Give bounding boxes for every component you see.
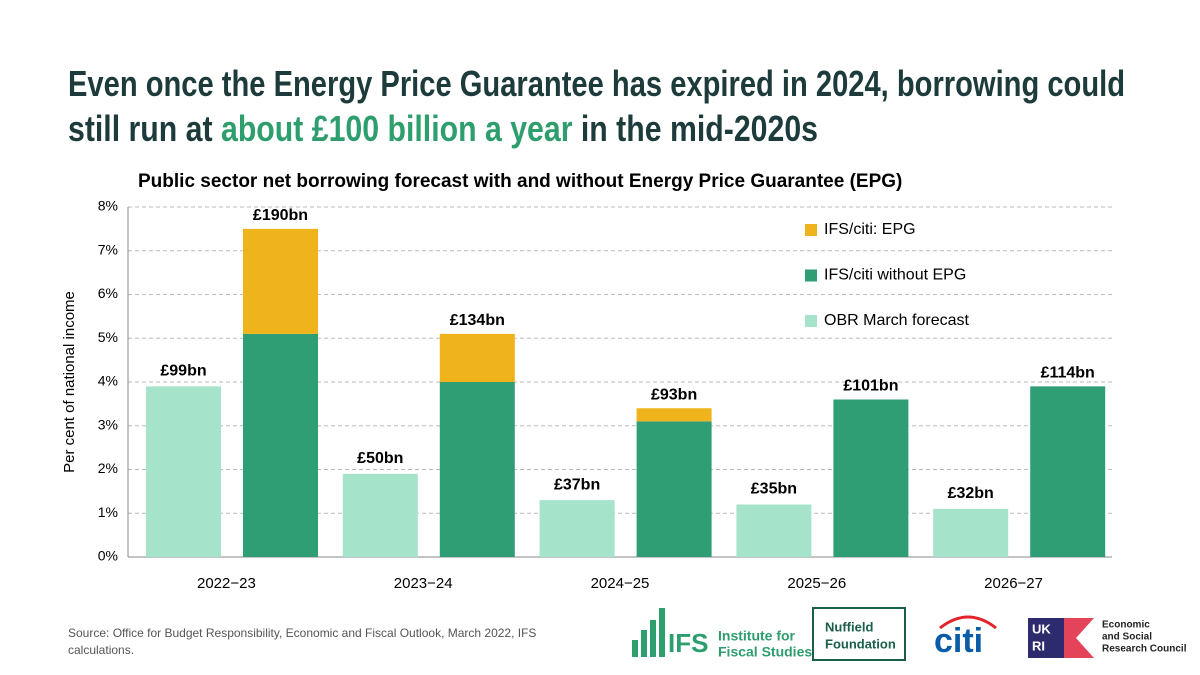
bar: [636, 408, 712, 422]
y-tick-label: 6%: [98, 285, 118, 301]
y-tick-label: 0%: [98, 548, 118, 564]
data-label: £99bn: [160, 363, 206, 380]
logo-text: Research Council: [1102, 644, 1187, 655]
title-line: still run at about £100 billion a year i…: [68, 108, 818, 149]
ukri-logo: UK RI Economic and Social Research Counc…: [1028, 618, 1187, 658]
title-text: Even once the Energy Price Guarantee has…: [68, 63, 1125, 104]
logo-shape: [650, 620, 656, 657]
y-tick-label: 1%: [98, 504, 118, 520]
data-label: £101bn: [843, 378, 898, 395]
legend-swatch: [805, 224, 817, 236]
logo-shape: [812, 607, 906, 661]
title-text: still run at: [68, 108, 221, 149]
chart-title: Public sector net borrowing forecast wit…: [138, 171, 902, 192]
x-tick-label: 2022−23: [197, 575, 256, 592]
y-tick-label: 5%: [98, 329, 118, 345]
logo-shape: [632, 640, 638, 657]
x-tick-label: 2026−27: [984, 575, 1043, 592]
data-label: £93bn: [651, 386, 697, 403]
title-line: Even once the Energy Price Guarantee has…: [68, 63, 1125, 104]
y-tick-label: 4%: [98, 373, 118, 389]
x-tick-label: 2023−24: [394, 575, 453, 592]
bar: [539, 500, 615, 557]
bar: [933, 508, 1009, 557]
data-label: £50bn: [357, 450, 403, 467]
logo-text: and Social: [1102, 632, 1152, 643]
legend-label: OBR March forecast: [824, 312, 969, 329]
y-tick-label: 8%: [98, 198, 118, 214]
y-axis-label: Per cent of national income: [61, 291, 78, 473]
ifs-logo: IFS Institute for Fiscal Studies: [632, 608, 812, 660]
y-tick-label: 3%: [98, 416, 118, 432]
logo-shape: [1028, 618, 1064, 658]
logo-text: Institute for: [718, 628, 796, 644]
logo-text: Fiscal Studies: [718, 644, 812, 660]
logo-text: RI: [1032, 638, 1045, 653]
logo-text: Nuffield: [825, 619, 873, 634]
data-label: £114bn: [1041, 365, 1095, 382]
data-label: £37bn: [554, 476, 600, 493]
bar: [439, 333, 515, 382]
logo-text: citi: [934, 622, 983, 660]
logo-text: IFS: [668, 628, 708, 658]
title-text: in the mid-2020s: [572, 108, 818, 149]
data-label: £35bn: [751, 481, 797, 498]
logo-text: UK: [1032, 621, 1051, 636]
logo-text: Economic: [1102, 620, 1150, 631]
bar: [439, 382, 515, 557]
x-tick-label: 2025−26: [787, 575, 846, 592]
legend-swatch: [805, 269, 817, 282]
bar: [1030, 386, 1106, 557]
citi-logo: citi: [934, 615, 997, 660]
x-tick-label: 2024−25: [591, 575, 650, 592]
bar: [736, 504, 812, 557]
logo-shape: [641, 630, 647, 657]
source-note: Source: Office for Budget Responsibility…: [68, 626, 537, 657]
logo-shape: [659, 608, 665, 657]
logo-shape: [939, 615, 997, 630]
bar: [146, 386, 221, 557]
data-label: £190bn: [253, 207, 308, 224]
logo-text: Foundation: [825, 636, 896, 651]
bar: [636, 421, 712, 557]
bar: [243, 333, 318, 557]
bar: [243, 228, 318, 334]
bar: [342, 473, 418, 557]
logo-shape: [1064, 618, 1094, 658]
y-tick-label: 7%: [98, 241, 118, 257]
legend-label: IFS/citi: EPG: [824, 221, 916, 238]
data-label: £134bn: [450, 312, 505, 329]
nuffield-logo: Nuffield Foundation: [812, 607, 906, 661]
y-tick-label: 2%: [98, 460, 118, 476]
legend-swatch: [805, 315, 817, 327]
legend-label: IFS/citi without EPG: [824, 267, 966, 284]
data-label: £32bn: [948, 485, 994, 502]
bar: [833, 399, 909, 557]
title-highlight: about £100 billion a year: [221, 108, 572, 149]
